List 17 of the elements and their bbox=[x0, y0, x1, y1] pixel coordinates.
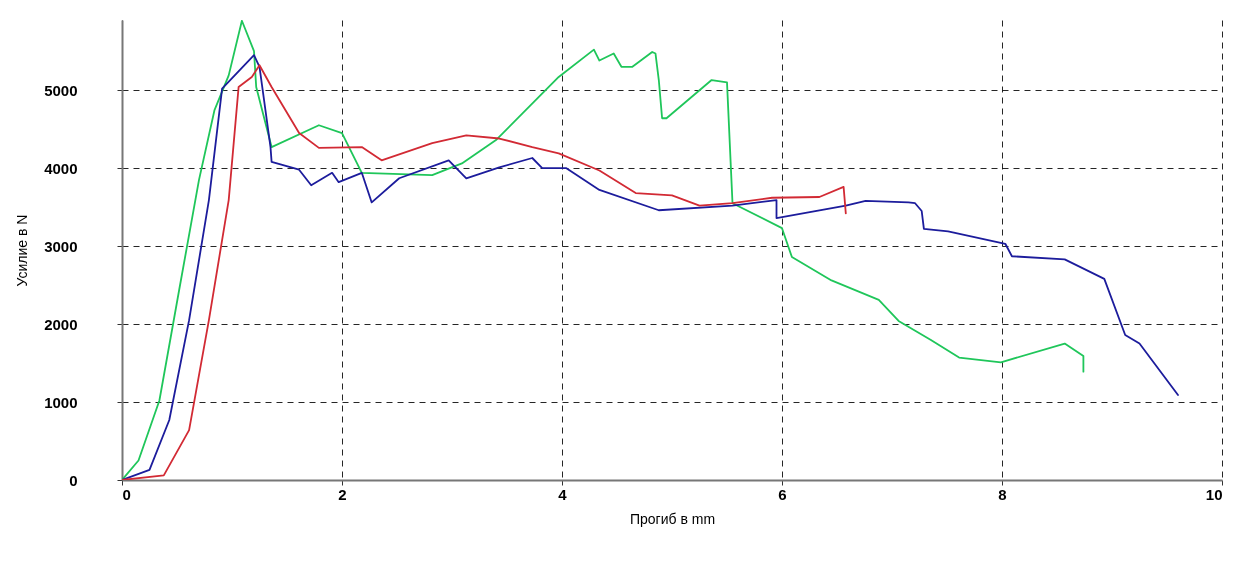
y-axis-title: Усилие в N bbox=[14, 214, 31, 287]
x-tick-label: 0 bbox=[122, 485, 131, 503]
y-tick-label: 0 bbox=[69, 471, 78, 489]
y-tick-label: 1000 bbox=[44, 393, 78, 411]
x-tick-label: 4 bbox=[558, 485, 568, 503]
y-tick-label: 2000 bbox=[44, 315, 78, 333]
x-tick-label: 8 bbox=[998, 485, 1007, 503]
y-tick-label: 5000 bbox=[44, 81, 78, 99]
x-tick-label: 10 bbox=[1205, 485, 1223, 503]
line-series bbox=[122, 54, 1179, 480]
y-tick-label: 4000 bbox=[44, 159, 78, 177]
x-tick-label: 6 bbox=[778, 485, 787, 503]
x-tick-label: 2 bbox=[338, 485, 347, 503]
line-series bbox=[122, 64, 847, 480]
x-axis-title: Прогиб в mm bbox=[629, 510, 716, 527]
line-series bbox=[122, 20, 1085, 480]
y-tick-label: 3000 bbox=[44, 237, 78, 255]
